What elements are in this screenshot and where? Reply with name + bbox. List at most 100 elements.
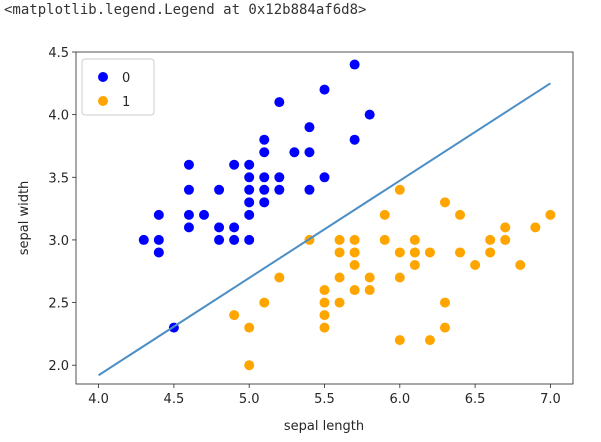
legend-marker-1 — [98, 96, 108, 106]
x-tick-label: 4.5 — [164, 392, 185, 407]
y-tick-label: 2.5 — [48, 297, 69, 312]
data-point-series-0 — [153, 247, 164, 258]
data-point-series-0 — [214, 184, 225, 195]
data-point-series-0 — [274, 97, 285, 108]
data-point-series-1 — [545, 209, 556, 220]
data-point-series-0 — [244, 234, 255, 245]
x-tick-label: 4.0 — [88, 392, 109, 407]
data-point-series-1 — [409, 247, 420, 258]
data-point-series-1 — [530, 222, 541, 233]
data-point-series-1 — [319, 297, 330, 308]
data-point-series-1 — [334, 247, 345, 258]
data-point-series-0 — [259, 197, 270, 208]
data-point-series-0 — [319, 84, 330, 95]
data-point-series-1 — [244, 322, 255, 333]
data-point-series-0 — [229, 159, 240, 170]
data-point-series-0 — [289, 147, 300, 158]
data-point-series-0 — [259, 184, 270, 195]
y-tick-label: 3.5 — [48, 171, 69, 186]
x-axis-title: sepal length — [284, 419, 364, 434]
data-point-series-0 — [138, 234, 149, 245]
data-point-series-1 — [424, 335, 435, 346]
data-point-series-1 — [500, 222, 511, 233]
x-tick-label: 5.0 — [239, 392, 260, 407]
data-point-series-0 — [349, 134, 360, 145]
data-point-series-0 — [244, 209, 255, 220]
data-point-series-0 — [183, 209, 194, 220]
data-point-series-1 — [379, 209, 390, 220]
data-point-series-0 — [183, 184, 194, 195]
legend-label-0: 0 — [122, 71, 130, 86]
data-point-series-0 — [244, 184, 255, 195]
data-point-series-0 — [244, 159, 255, 170]
decision-boundary-line — [98, 82, 551, 377]
data-point-series-1 — [349, 234, 360, 245]
data-point-series-0 — [304, 122, 315, 133]
data-point-series-0 — [153, 234, 164, 245]
data-point-series-0 — [304, 184, 315, 195]
data-point-series-0 — [214, 222, 225, 233]
data-point-series-1 — [379, 234, 390, 245]
data-point-series-1 — [394, 247, 405, 258]
data-point-series-1 — [394, 272, 405, 283]
data-point-series-0 — [214, 234, 225, 245]
data-point-series-0 — [364, 109, 375, 120]
data-point-series-0 — [183, 159, 194, 170]
data-point-series-0 — [274, 172, 285, 183]
x-tick-label: 5.5 — [314, 392, 335, 407]
data-point-series-1 — [455, 209, 466, 220]
data-point-series-1 — [455, 247, 466, 258]
data-point-series-1 — [515, 259, 526, 270]
data-point-series-1 — [394, 184, 405, 195]
cell-output-text: <matplotlib.legend.Legend at 0x12b884af6… — [4, 2, 367, 18]
data-point-series-0 — [349, 59, 360, 70]
data-point-series-1 — [364, 272, 375, 283]
data-point-series-1 — [229, 310, 240, 321]
data-point-series-1 — [364, 285, 375, 296]
data-point-series-1 — [485, 234, 496, 245]
data-point-series-1 — [274, 272, 285, 283]
data-point-series-1 — [439, 197, 450, 208]
data-point-series-1 — [409, 259, 420, 270]
chart-marks — [98, 59, 556, 377]
data-point-series-0 — [229, 222, 240, 233]
data-point-series-0 — [229, 234, 240, 245]
y-tick-label: 3.0 — [48, 234, 69, 249]
data-point-series-1 — [394, 335, 405, 346]
data-point-series-1 — [470, 259, 481, 270]
data-point-series-1 — [349, 247, 360, 258]
data-point-series-1 — [409, 234, 420, 245]
data-point-series-1 — [349, 285, 360, 296]
data-point-series-0 — [319, 172, 330, 183]
data-point-series-0 — [153, 209, 164, 220]
data-point-series-0 — [259, 172, 270, 183]
legend: 0 1 — [81, 58, 155, 116]
legend-marker-0 — [98, 72, 108, 82]
data-point-series-1 — [500, 234, 511, 245]
y-tick-label: 4.5 — [48, 46, 69, 61]
data-point-series-1 — [244, 360, 255, 371]
y-axis-title: sepal width — [17, 181, 32, 256]
data-point-series-1 — [334, 234, 345, 245]
data-point-series-0 — [259, 134, 270, 145]
x-tick-label: 6.0 — [389, 392, 410, 407]
data-point-series-1 — [485, 247, 496, 258]
legend-label-1: 1 — [122, 95, 130, 110]
data-point-series-1 — [259, 297, 270, 308]
data-point-series-0 — [259, 147, 270, 158]
data-point-series-0 — [304, 147, 315, 158]
data-point-series-1 — [334, 297, 345, 308]
data-point-series-1 — [424, 247, 435, 258]
legend-box — [81, 58, 155, 116]
data-point-series-0 — [183, 222, 194, 233]
data-point-series-0 — [244, 172, 255, 183]
y-tick-label: 4.0 — [48, 109, 69, 124]
data-point-series-1 — [319, 322, 330, 333]
data-point-series-0 — [199, 209, 210, 220]
x-tick-label: 7.0 — [540, 392, 561, 407]
data-point-series-0 — [244, 197, 255, 208]
data-point-series-1 — [319, 285, 330, 296]
data-point-series-1 — [319, 310, 330, 321]
data-point-series-1 — [439, 322, 450, 333]
